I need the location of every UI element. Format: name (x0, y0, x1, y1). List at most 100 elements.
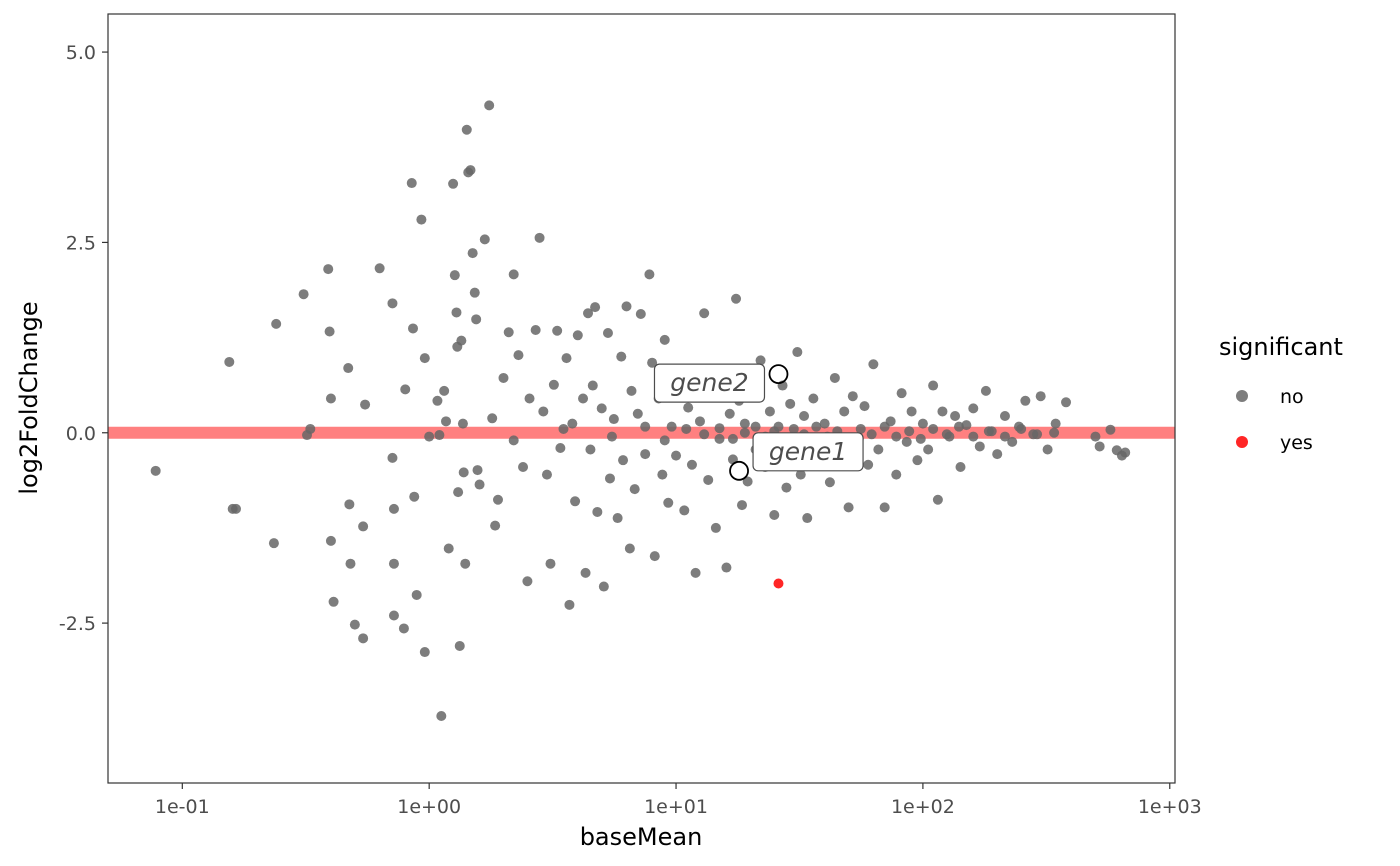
point-no (879, 502, 890, 513)
point-no (788, 423, 799, 434)
point-no (471, 314, 482, 325)
point-no (955, 462, 966, 473)
point-no (324, 326, 335, 337)
x-tick-label: 1e+01 (644, 796, 708, 818)
point-no (349, 619, 360, 630)
point-no (458, 467, 469, 478)
point-no (694, 416, 705, 427)
point-no (640, 421, 651, 432)
point-no (498, 372, 509, 383)
point-no (448, 178, 459, 189)
point-no (305, 423, 316, 434)
point-no (727, 433, 738, 444)
point-yes (773, 578, 784, 589)
point-no (325, 535, 336, 546)
point-no (344, 499, 355, 510)
annotation-marker-gene2 (768, 364, 789, 385)
point-no (416, 214, 427, 225)
point-no (621, 301, 632, 312)
point-no (1042, 444, 1053, 455)
point-no (950, 411, 961, 422)
point-no (915, 433, 926, 444)
point-no (618, 455, 629, 466)
point-no (298, 289, 309, 300)
point-no (811, 421, 822, 432)
point-no (592, 506, 603, 517)
point-no (1035, 391, 1046, 402)
point-no (564, 599, 575, 610)
point-no (530, 324, 541, 335)
point-no (358, 633, 369, 644)
point-no (819, 418, 830, 429)
point-no (739, 427, 750, 438)
point-no (570, 496, 581, 507)
point-no (387, 452, 398, 463)
point-no (451, 307, 462, 318)
point-no (419, 353, 430, 364)
point-no (424, 431, 435, 442)
point-no (769, 509, 780, 520)
y-axis: 5.0 2.5 0.0 -2.5 (59, 42, 108, 635)
point-no (659, 435, 670, 446)
point-no (567, 418, 578, 429)
point-no (928, 423, 939, 434)
point-no (558, 423, 569, 434)
point-no (932, 494, 943, 505)
point-no (644, 269, 655, 280)
point-no (855, 423, 866, 434)
point-no (904, 426, 915, 437)
point-no (792, 347, 803, 358)
legend-key-no (1236, 390, 1248, 402)
point-no (1120, 447, 1131, 458)
point-no (343, 363, 354, 374)
point-no (983, 426, 994, 437)
point-no (953, 421, 964, 432)
point-no (345, 558, 356, 569)
point-no (409, 491, 420, 502)
point-no (487, 413, 498, 424)
point-no (703, 474, 714, 485)
point-no (590, 302, 601, 313)
x-tick-label: 1e-01 (155, 796, 210, 818)
point-no (795, 469, 806, 480)
point-no (479, 234, 490, 245)
point-no (587, 380, 598, 391)
point-no (1020, 395, 1031, 406)
point-no (755, 355, 766, 366)
point-no (699, 429, 710, 440)
annotation-box-gene2 (653, 363, 766, 403)
point-no (524, 393, 535, 404)
point-no (460, 558, 471, 569)
point-no (992, 449, 1003, 460)
point-no (640, 449, 651, 460)
point-no (891, 469, 902, 480)
point-no (632, 408, 643, 419)
point-no (508, 435, 519, 446)
point-no (388, 610, 399, 621)
y-axis-title: log2FoldChange (15, 301, 43, 494)
point-no (484, 100, 495, 111)
point-no (1016, 423, 1027, 434)
point-no (659, 334, 670, 345)
point-no (968, 403, 979, 414)
point-no (1090, 431, 1101, 442)
point-no (824, 477, 835, 488)
point-no (663, 497, 674, 508)
point-no (1049, 427, 1060, 438)
point-no (941, 429, 952, 440)
x-axis: 1e-01 1e+00 1e+01 1e+02 1e+03 (155, 783, 1202, 818)
legend-title: significant (1219, 333, 1343, 361)
point-no (548, 379, 559, 390)
point-no (714, 433, 725, 444)
point-no (457, 418, 468, 429)
legend-label-no: no (1280, 386, 1304, 408)
point-no (781, 482, 792, 493)
point-no (657, 469, 668, 480)
point-no (419, 647, 430, 658)
point-no (150, 465, 161, 476)
point-no (490, 520, 501, 531)
point-no (724, 408, 735, 419)
plot-panel (108, 14, 1175, 783)
point-no (434, 430, 445, 441)
point-no (606, 431, 617, 442)
